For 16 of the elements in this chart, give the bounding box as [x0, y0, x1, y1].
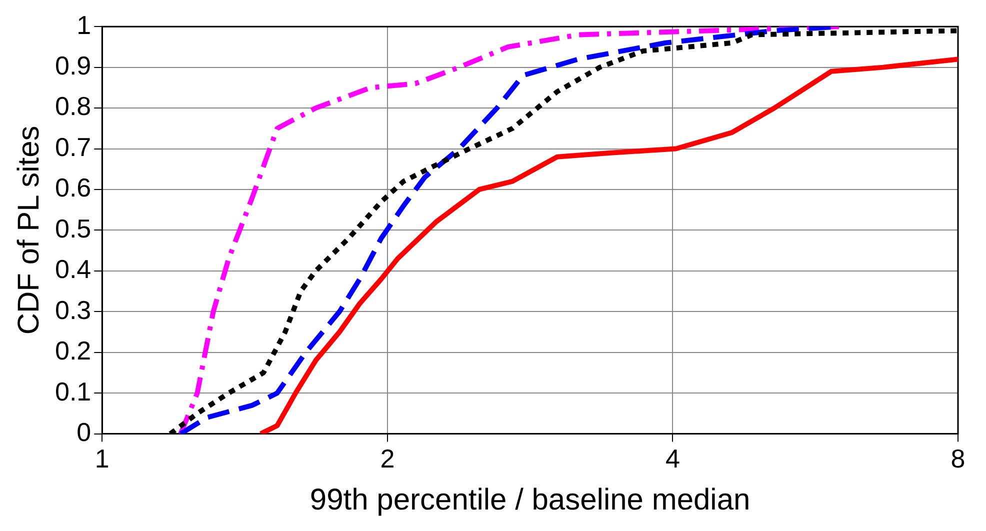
y-axis-title: CDF of PL sites [12, 126, 46, 335]
y-tick-label: 0.4 [54, 254, 92, 284]
y-tick-label: 0.2 [54, 336, 92, 366]
y-tick-label: 0.1 [54, 376, 92, 406]
y-tick-label: 1 [76, 10, 92, 40]
x-tick-label: 8 [950, 444, 966, 474]
y-tick-label: 0.8 [54, 91, 92, 122]
y-tick-label: 0.6 [54, 172, 92, 203]
x-tick-label: 2 [380, 444, 395, 474]
y-tick-label: 0.3 [54, 294, 92, 325]
x-tick-label: 4 [665, 444, 680, 474]
y-tick-label: 0.5 [54, 213, 92, 244]
x-axis-title: 99th percentile / baseline median [310, 483, 750, 516]
y-tick-label: 0 [76, 416, 92, 447]
y-tick-label: 0.7 [54, 132, 92, 162]
y-tick-label: 0.9 [54, 50, 92, 80]
